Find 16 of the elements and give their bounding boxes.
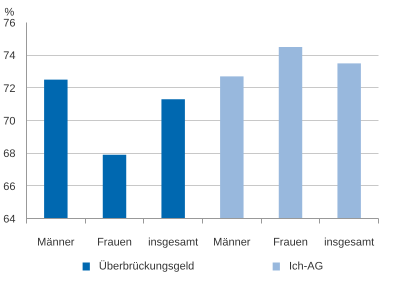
- legend-label: Ich-AG: [288, 260, 324, 272]
- y-tick-label: 70: [3, 116, 16, 128]
- y-tick-label: 74: [3, 50, 16, 62]
- x-tick-label: Frauen: [97, 236, 132, 248]
- x-tick-label: Männer: [213, 236, 251, 248]
- x-tick-label: Männer: [37, 236, 75, 248]
- x-tick-label: Frauen: [273, 236, 308, 248]
- x-tick-label: insgesamt: [324, 236, 374, 248]
- y-tick-label: 64: [3, 214, 16, 226]
- y-tick-label: 76: [3, 18, 16, 30]
- y-tick-label: 68: [3, 148, 16, 160]
- legend-label: Überbrückungsgeld: [98, 260, 194, 272]
- x-tick-label: insgesamt: [148, 236, 198, 248]
- y-tick-label: 72: [3, 82, 16, 95]
- y-axis-title: %: [4, 6, 14, 18]
- y-tick-label: 66: [3, 180, 16, 193]
